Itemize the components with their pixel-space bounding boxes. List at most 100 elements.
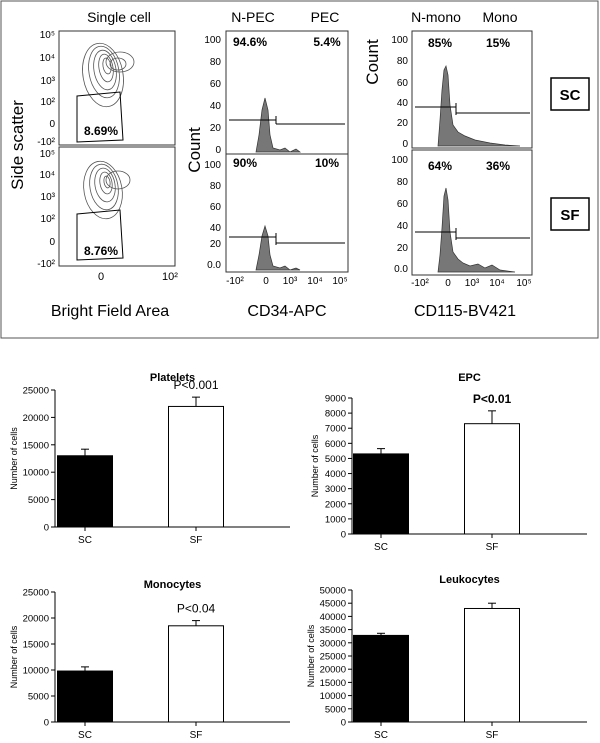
- p2-xtick: 10⁵: [332, 276, 347, 287]
- bar-chart-epc: EPC Number of cells 0 1000 2000 3000 4000 5000 6…: [310, 372, 587, 553]
- y-tick-label: 25000: [23, 588, 49, 599]
- panel3-sf-histogram: [437, 187, 516, 273]
- panel3-right-gate-label: Mono: [482, 9, 517, 25]
- p-value-annotation: P<0.001: [173, 378, 218, 392]
- panel2-sf-left-pct: 90%: [233, 156, 257, 170]
- panel1-sc-gate-pct: 8.69%: [84, 124, 118, 138]
- p2-sf-ytick: 80: [210, 181, 222, 192]
- p1-sf-ytick: 10⁴: [40, 170, 55, 181]
- p3-sf-ytick: 20: [397, 243, 409, 254]
- bar-sf: [464, 423, 520, 535]
- y-tick-label: 0: [341, 718, 346, 729]
- panel3-sf-left-pct: 64%: [428, 159, 452, 173]
- p3-sf-ytick: 100: [391, 155, 408, 166]
- flow-panel-cd34: N-PEC PEC Count CD34-APC 100 80 60 40 20…: [185, 9, 349, 320]
- p3-sc-ytick: 40: [397, 98, 409, 109]
- p3-xtick: 10³: [465, 278, 480, 289]
- y-tick-label: 25000: [23, 386, 49, 397]
- sc-label-box: [550, 77, 590, 111]
- y-tick-label: 5000: [325, 704, 346, 715]
- y-tick-label: 5000: [28, 495, 49, 506]
- y-tick-label: 4000: [325, 469, 346, 480]
- y-tick-label: 3000: [325, 484, 346, 495]
- bar-sf: [464, 607, 520, 723]
- panel2-sf-plot-box: [225, 153, 349, 273]
- chart-title: Monocytes: [144, 579, 201, 591]
- panel3-sc-plot-box: [411, 30, 533, 149]
- panel1-xlabel: Bright Field Area: [51, 303, 169, 320]
- p2-sf-ytick: 0.0: [207, 260, 221, 271]
- chart-title: Platelets: [150, 372, 195, 384]
- y-axis-label: Number of cells: [310, 434, 320, 497]
- panel2-ylabel: Count: [185, 127, 204, 173]
- x-tick-label-sc: SC: [374, 542, 388, 553]
- flow-panel-cd115: N-mono Mono Count CD115-BV421 100 80 60 …: [363, 9, 533, 320]
- panel1-title: Single cell: [87, 9, 151, 25]
- p2-sf-ytick: 60: [210, 202, 222, 213]
- p1-sf-ytick: 10³: [41, 192, 56, 203]
- panel1-sf-plot-box: [58, 146, 176, 267]
- p2-sf-ytick: 40: [210, 223, 222, 234]
- y-axis-label: Number of cells: [306, 624, 316, 687]
- y-tick-label: 2000: [325, 499, 346, 510]
- p3-sc-ytick: 100: [391, 35, 408, 46]
- p3-sc-ytick: 20: [397, 118, 409, 129]
- p1-sc-ytick: -10²: [37, 137, 55, 148]
- panel3-sf-right-pct: 36%: [486, 159, 510, 173]
- y-tick-label: 9000: [325, 394, 346, 405]
- p2-sf-ytick: 20: [210, 239, 222, 250]
- y-tick-label: 15000: [23, 440, 49, 451]
- p2-sc-ytick: 60: [210, 79, 222, 90]
- panel1-sc-contour: [82, 42, 135, 108]
- panel2-sc-plot-box: [225, 30, 349, 155]
- p1-sf-ytick: 10²: [41, 214, 56, 225]
- bar-sf: [168, 405, 224, 528]
- panel1-sf-contour: [83, 160, 131, 220]
- p2-sc-ytick: 20: [210, 123, 222, 134]
- p2-xtick: 10⁴: [307, 276, 322, 287]
- y-tick-label: 7000: [325, 424, 346, 435]
- panel3-sf-plot-box: [411, 149, 533, 276]
- p3-sf-ytick: 60: [397, 199, 409, 210]
- p3-xtick: 10⁴: [489, 278, 504, 289]
- p1-sc-ytick: 10²: [41, 97, 56, 108]
- y-tick-label: 25000: [320, 652, 346, 663]
- bar-chart-platelets: Platelets Number of cells 0 5000 10000 15000 2…: [9, 372, 290, 546]
- panel2-sc-histogram: [255, 97, 302, 153]
- panel3-sc-gate-line: [415, 103, 530, 115]
- y-tick-label: 45000: [320, 599, 346, 610]
- p3-sf-ytick: 80: [397, 177, 409, 188]
- flow-panel-frame: [0, 0, 599, 339]
- y-tick-label: 10000: [320, 691, 346, 702]
- y-tick-label: 10000: [23, 666, 49, 677]
- bar-chart-monocytes: Monocytes Number of cells 0 5000 10000 15000 2…: [9, 579, 290, 741]
- p3-sc-ytick: 60: [397, 78, 409, 89]
- y-tick-label: 6000: [325, 439, 346, 450]
- p3-sf-ytick: 40: [397, 221, 409, 232]
- panel2-left-gate-label: N-PEC: [231, 9, 275, 25]
- p2-sc-ytick: 80: [210, 57, 222, 68]
- p2-xtick: 0: [263, 276, 269, 287]
- y-tick-label: 0: [44, 718, 49, 729]
- p3-sc-ytick: 0: [402, 139, 408, 150]
- y-tick-label: 20000: [23, 614, 49, 625]
- panel3-ylabel: Count: [363, 39, 382, 85]
- bar-sc: [57, 455, 113, 528]
- y-tick-label: 30000: [320, 638, 346, 649]
- p2-sf-ytick: 100: [204, 160, 221, 171]
- bar-chart-leukocytes: Leukocytes Number of cells 0 5000 10000 15000…: [306, 574, 587, 741]
- x-tick-label-sc: SC: [78, 730, 92, 738]
- p3-xtick: -10²: [411, 278, 429, 289]
- y-tick-label: 0: [44, 523, 49, 534]
- p1-sc-ytick: 10⁴: [40, 53, 55, 64]
- p1-sf-ytick: 10⁵: [40, 149, 55, 160]
- bar-sc: [353, 453, 409, 535]
- p2-xtick: -10²: [226, 276, 244, 287]
- panel3-sf-gate-line: [415, 228, 530, 240]
- flow-panel-single-cell: Single cell Side scatter Bright Field Ar…: [8, 9, 178, 320]
- bar-charts: Platelets Number of cells 0 5000 10000 15000 2…: [9, 372, 587, 741]
- x-tick-label-sf: SF: [486, 730, 499, 738]
- y-tick-label: 15000: [320, 678, 346, 689]
- p2-sc-ytick: 40: [210, 101, 222, 112]
